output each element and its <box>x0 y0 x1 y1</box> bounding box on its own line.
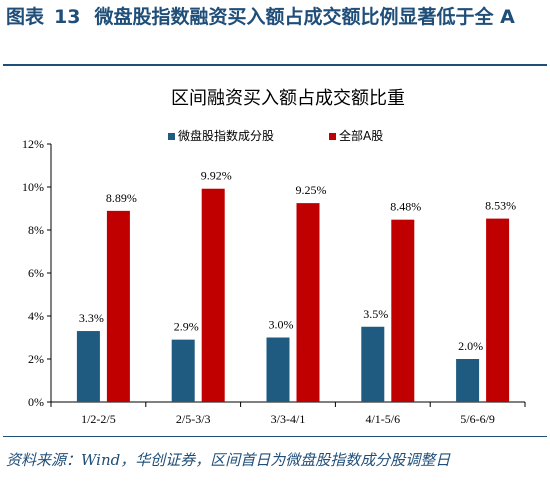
y-tick-label: 2% <box>28 352 44 366</box>
x-tick-label: 5/6-6/9 <box>460 412 495 426</box>
x-tick-label: 3/3-4/1 <box>271 412 306 426</box>
bar <box>76 331 100 402</box>
bar <box>391 219 415 402</box>
data-label: 8.48% <box>390 200 421 214</box>
data-label: 8.89% <box>106 191 137 205</box>
data-label: 2.9% <box>174 320 199 334</box>
figure-label: 图表 <box>6 6 45 28</box>
y-tick-label: 0% <box>28 395 44 409</box>
data-label: 2.0% <box>458 339 483 353</box>
header-rule <box>3 64 547 66</box>
footer-rule <box>3 436 547 437</box>
x-tick-label: 1/2-2/5 <box>81 412 116 426</box>
data-label: 8.53% <box>485 199 516 213</box>
y-tick-label: 10% <box>22 180 44 194</box>
legend-label: 全部A股 <box>339 128 383 143</box>
data-label: 3.3% <box>79 311 104 325</box>
figure-number: 13 <box>54 6 81 28</box>
legend-label: 微盘股指数成分股 <box>178 128 274 143</box>
data-label: 9.92% <box>201 169 232 183</box>
legend-swatch <box>168 133 175 140</box>
bar <box>106 210 130 402</box>
bar <box>201 188 225 402</box>
y-tick-label: 8% <box>28 223 44 237</box>
y-tick-label: 6% <box>28 266 44 280</box>
y-tick-label: 4% <box>28 309 44 323</box>
bar <box>456 359 480 402</box>
chart-title: 区间融资买入额占成交额比重 <box>171 88 405 109</box>
figure-title: 图表 13 微盘股指数融资买入额占成交额比例显著低于全 A <box>6 4 544 31</box>
bar <box>266 337 290 402</box>
data-label: 9.25% <box>296 183 327 197</box>
data-label: 3.0% <box>269 318 294 332</box>
x-tick-label: 4/1-5/6 <box>365 412 400 426</box>
bar <box>296 203 320 402</box>
bar <box>171 339 195 402</box>
figure-title-text: 微盘股指数融资买入额占成交额比例显著低于全 A <box>94 6 515 28</box>
bar <box>486 218 510 402</box>
source-note: 资料来源：Wind，华创证券，区间首日为微盘股指数成分股调整日 <box>6 451 451 469</box>
bar <box>361 326 385 402</box>
data-label: 3.5% <box>363 307 388 321</box>
legend-swatch <box>329 133 336 140</box>
y-tick-label: 12% <box>22 137 44 151</box>
x-tick-label: 2/5-3/3 <box>176 412 211 426</box>
